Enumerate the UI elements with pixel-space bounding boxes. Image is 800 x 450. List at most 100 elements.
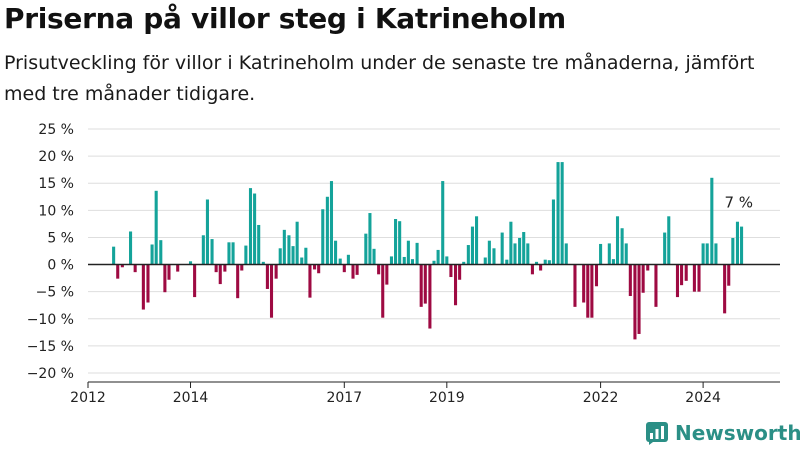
bar <box>633 264 637 340</box>
bar <box>620 228 624 265</box>
bar <box>317 264 321 274</box>
bar <box>287 235 291 265</box>
bar <box>637 264 641 334</box>
bar <box>470 226 474 265</box>
bar <box>551 199 555 265</box>
bar <box>599 243 603 265</box>
bar <box>214 264 218 273</box>
bar <box>269 264 274 318</box>
bar <box>223 264 227 272</box>
bar <box>723 264 727 314</box>
bar <box>419 264 423 307</box>
bar <box>154 190 158 265</box>
y-tick-label: −20 % <box>27 366 74 382</box>
y-tick-label: 5 % <box>47 230 74 246</box>
x-axis: 2012 2014 2017 2019 2022 2024 <box>70 381 780 406</box>
x-tick-label: 2012 <box>70 390 106 406</box>
bar <box>325 196 329 265</box>
bar <box>449 264 453 278</box>
bar <box>740 226 744 265</box>
bar <box>453 264 458 306</box>
bar <box>321 209 325 265</box>
bar <box>291 246 295 265</box>
bar <box>372 248 376 265</box>
y-tick-label: −10 % <box>27 312 74 328</box>
bar <box>526 243 530 265</box>
bar <box>253 193 257 265</box>
x-tick-label: 2022 <box>583 390 619 406</box>
y-tick-label: 0 % <box>47 258 74 274</box>
bar <box>475 216 479 265</box>
bar <box>534 261 539 265</box>
bar <box>351 264 355 279</box>
bar <box>441 181 445 265</box>
x-tick-label: 2014 <box>173 390 209 406</box>
last-value-label: 7 % <box>724 194 753 212</box>
bar <box>466 245 470 265</box>
bar <box>615 216 620 265</box>
bar <box>133 264 137 273</box>
bar <box>458 264 462 280</box>
bar <box>116 264 120 279</box>
bar <box>313 264 317 270</box>
bar <box>248 188 253 265</box>
bar <box>236 264 240 299</box>
bar <box>394 219 398 265</box>
bar <box>244 245 248 265</box>
bar <box>624 243 628 265</box>
bar <box>218 264 222 285</box>
y-tick-label: 15 % <box>38 176 74 192</box>
bar <box>295 221 299 265</box>
bar <box>505 259 509 265</box>
bar <box>334 240 338 265</box>
bar <box>257 224 261 265</box>
bar <box>509 221 513 265</box>
bar <box>594 264 599 287</box>
bar <box>342 264 346 273</box>
bar <box>389 256 393 265</box>
bar <box>364 233 368 265</box>
logo-text: Newsworthy <box>675 421 800 445</box>
bar <box>129 231 133 265</box>
annotation: 7 % <box>724 194 753 212</box>
bar <box>607 243 611 265</box>
bar <box>667 216 671 265</box>
bar <box>436 249 440 265</box>
bar <box>176 264 180 272</box>
bar <box>445 256 449 265</box>
bar <box>710 177 714 265</box>
bar <box>146 264 150 303</box>
x-tick-label: 2017 <box>326 390 362 406</box>
bar <box>513 243 517 265</box>
bar <box>240 264 244 271</box>
bar <box>641 264 645 293</box>
bar <box>261 261 265 265</box>
gridlines <box>88 128 780 374</box>
bar <box>112 246 116 265</box>
bar <box>265 264 269 289</box>
bar <box>205 199 209 265</box>
bar <box>556 162 560 265</box>
bar <box>300 257 304 265</box>
bar <box>381 264 385 318</box>
bar <box>547 260 551 265</box>
bar <box>415 242 419 265</box>
bar <box>150 244 154 265</box>
y-tick-label: −15 % <box>27 339 74 355</box>
bar <box>141 264 145 310</box>
bar <box>355 264 359 275</box>
bar <box>193 264 197 298</box>
bar <box>329 181 334 265</box>
bar <box>564 243 568 265</box>
chart-title: Priserna på villor steg i Katrineholm <box>4 2 566 35</box>
bar <box>735 221 739 265</box>
bar <box>346 254 350 265</box>
bar <box>188 261 193 265</box>
bar <box>282 229 286 265</box>
bar <box>423 264 427 304</box>
y-tick-label: 25 % <box>38 122 74 138</box>
bar <box>163 264 167 293</box>
bar <box>483 257 487 265</box>
bar <box>410 259 415 265</box>
bar <box>227 242 231 265</box>
